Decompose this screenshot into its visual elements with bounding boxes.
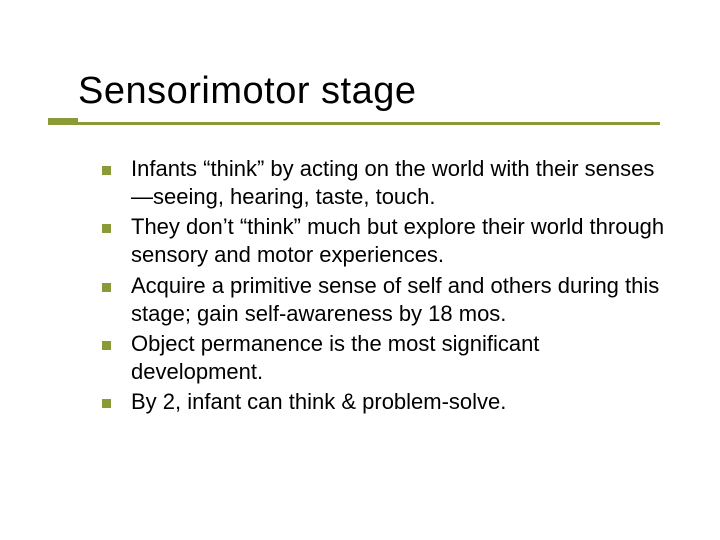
list-item: Acquire a primitive sense of self and ot… [102, 272, 672, 328]
body-content: Infants “think” by acting on the world w… [102, 155, 672, 418]
square-bullet-icon [102, 399, 111, 408]
square-bullet-icon [102, 166, 111, 175]
bullet-text: Acquire a primitive sense of self and ot… [131, 272, 672, 328]
list-item: Infants “think” by acting on the world w… [102, 155, 672, 211]
bullet-text: By 2, infant can think & problem-solve. [131, 388, 506, 416]
title-underline [48, 122, 660, 125]
square-bullet-icon [102, 224, 111, 233]
list-item: Object permanence is the most significan… [102, 330, 672, 386]
slide-title: Sensorimotor stage [78, 70, 417, 113]
slide: Sensorimotor stage Infants “think” by ac… [0, 0, 720, 540]
bullet-text: Infants “think” by acting on the world w… [131, 155, 672, 211]
title-block: Sensorimotor stage [78, 70, 417, 113]
list-item: They don’t “think” much but explore thei… [102, 213, 672, 269]
square-bullet-icon [102, 283, 111, 292]
bullet-text: They don’t “think” much but explore thei… [131, 213, 672, 269]
bullet-text: Object permanence is the most significan… [131, 330, 672, 386]
square-bullet-icon [102, 341, 111, 350]
list-item: By 2, infant can think & problem-solve. [102, 388, 672, 416]
